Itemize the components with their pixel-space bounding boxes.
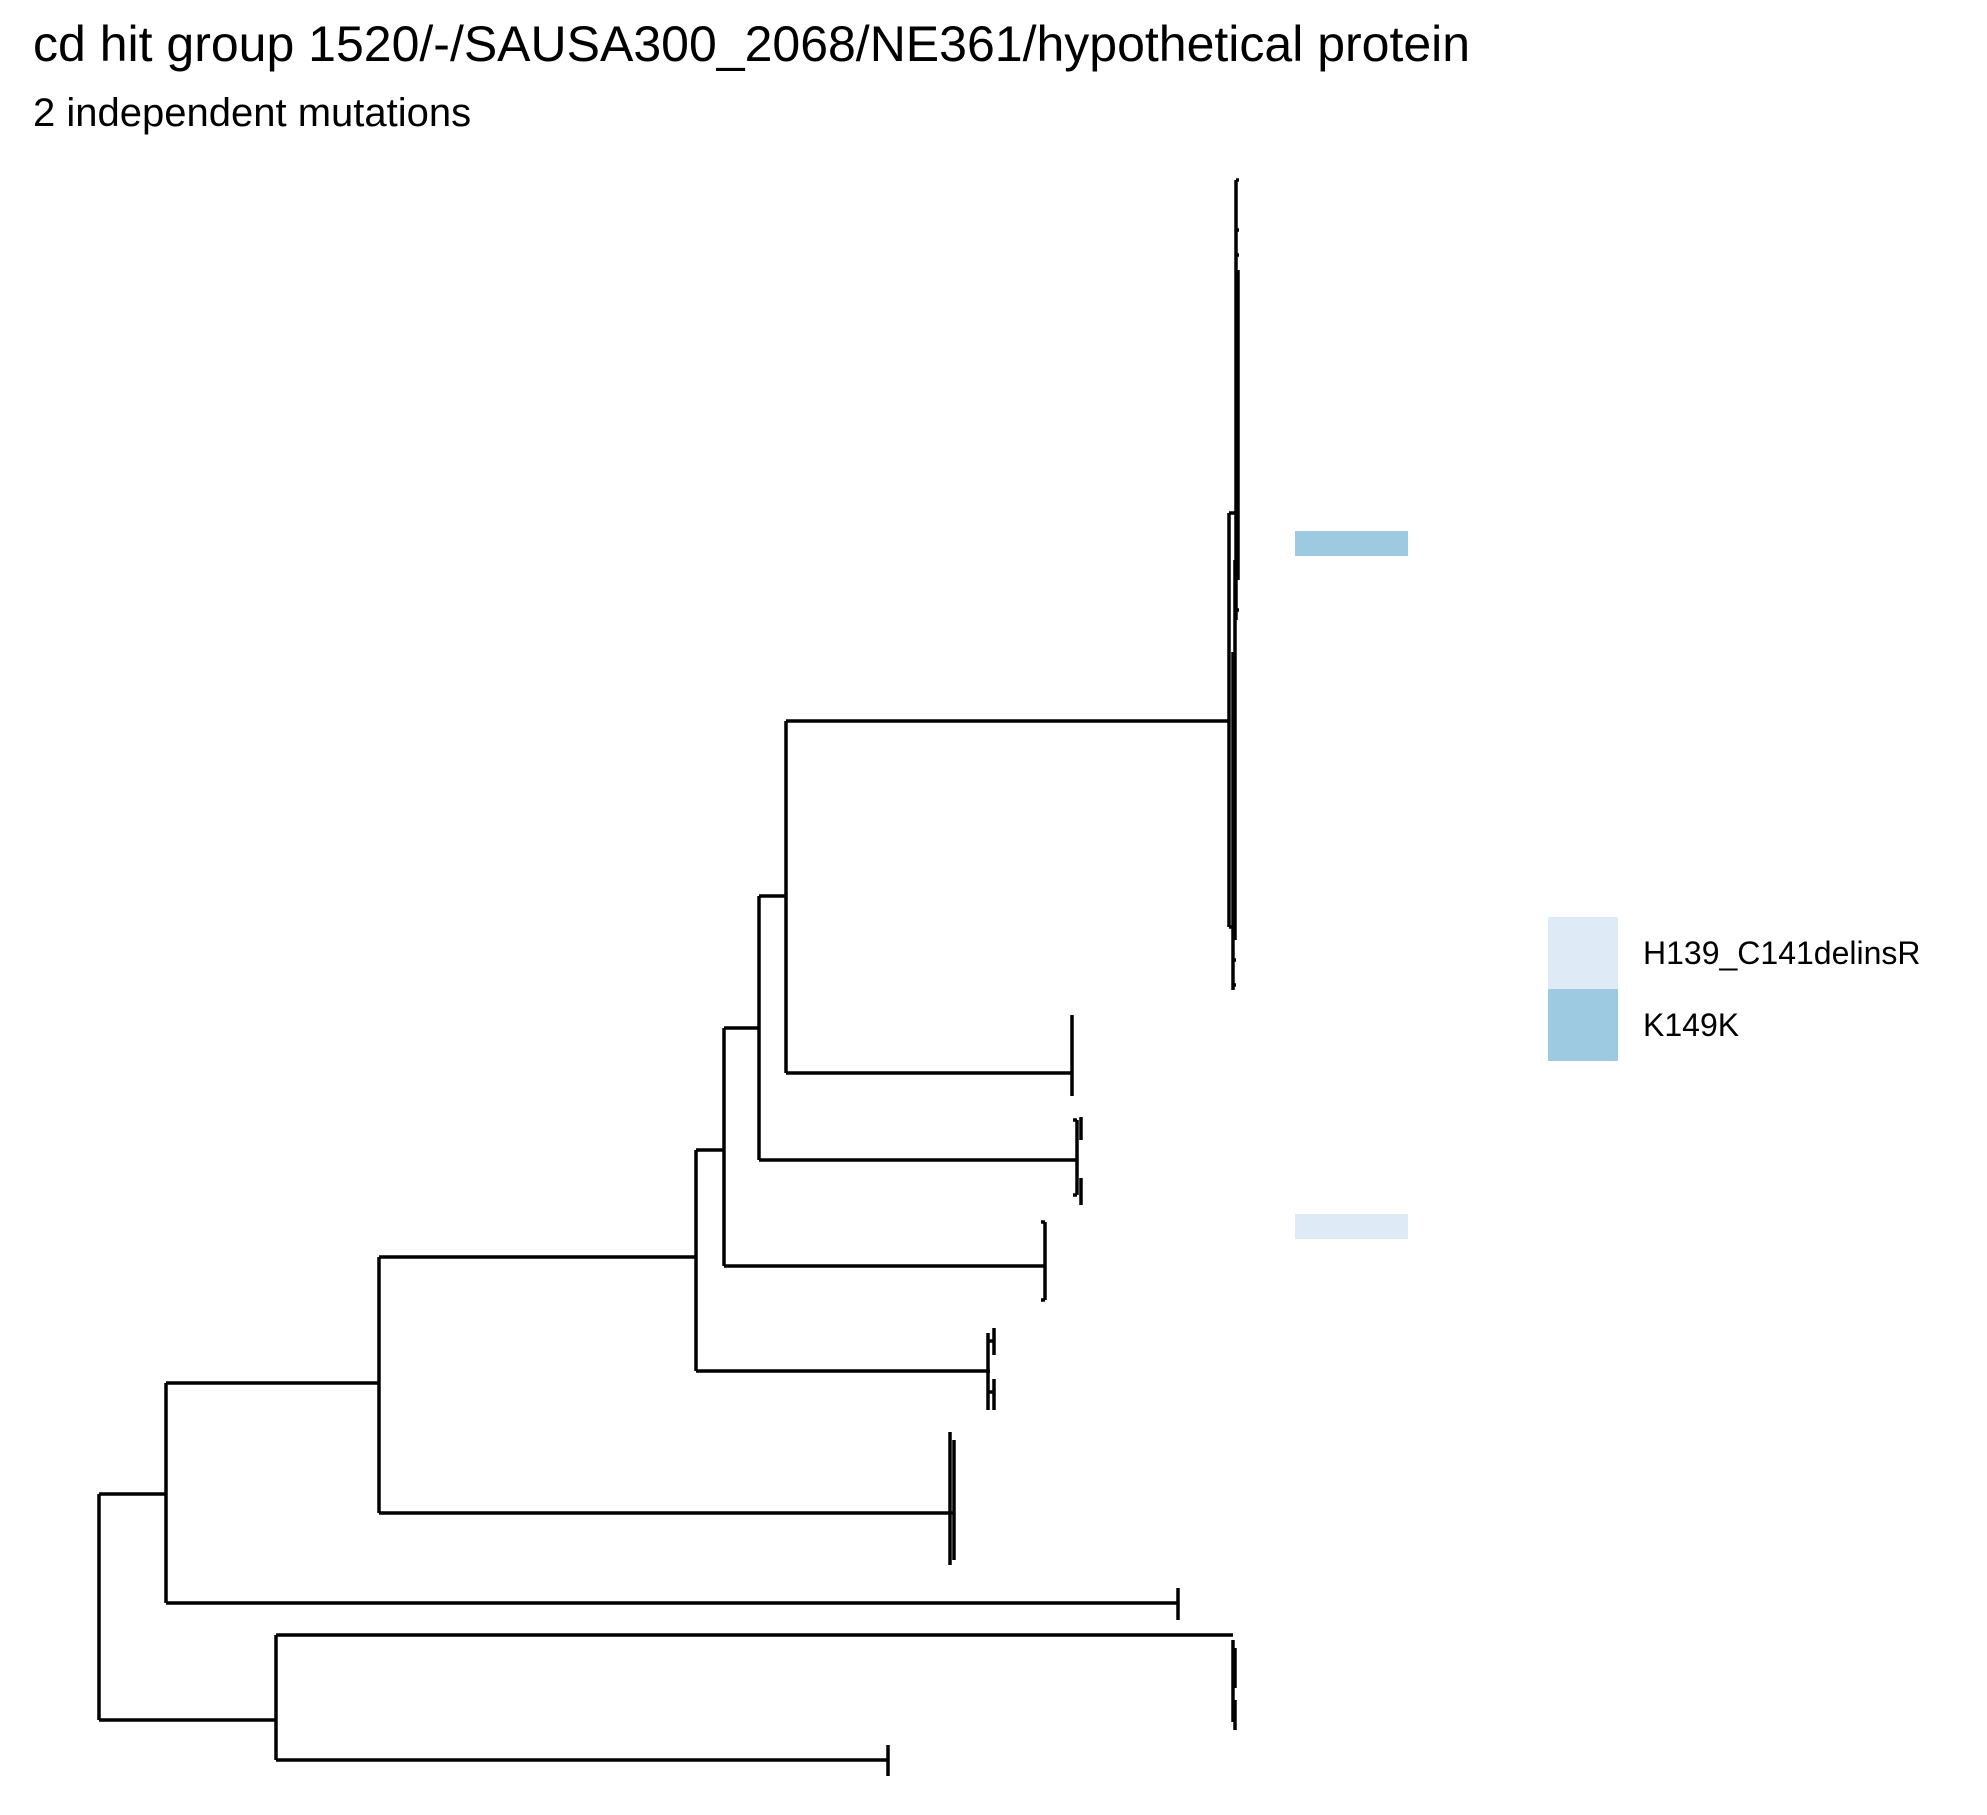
- chart-title: cd hit group 1520/-/SAUSA300_2068/NE361/…: [33, 16, 1471, 72]
- legend-item-h139-c141delinsr: H139_C141delinsR: [1548, 917, 1921, 989]
- chart-subtitle: 2 independent mutations: [33, 91, 472, 135]
- legend-label: H139_C141delinsR: [1643, 934, 1921, 971]
- tree-branches: [97, 178, 1240, 1776]
- legend-key-h139-c141delinsr: [1548, 917, 1618, 989]
- legend: H139_C141delinsR K149K: [1548, 917, 1921, 1061]
- mutation-marks: [1295, 531, 1408, 1239]
- mutation-mark-h139-c141delinsr: [1295, 1214, 1408, 1239]
- mutation-mark-k149k: [1295, 531, 1408, 556]
- legend-item-k149k: K149K: [1548, 989, 1921, 1061]
- legend-label: K149K: [1643, 1006, 1740, 1043]
- legend-key-k149k: [1548, 989, 1618, 1061]
